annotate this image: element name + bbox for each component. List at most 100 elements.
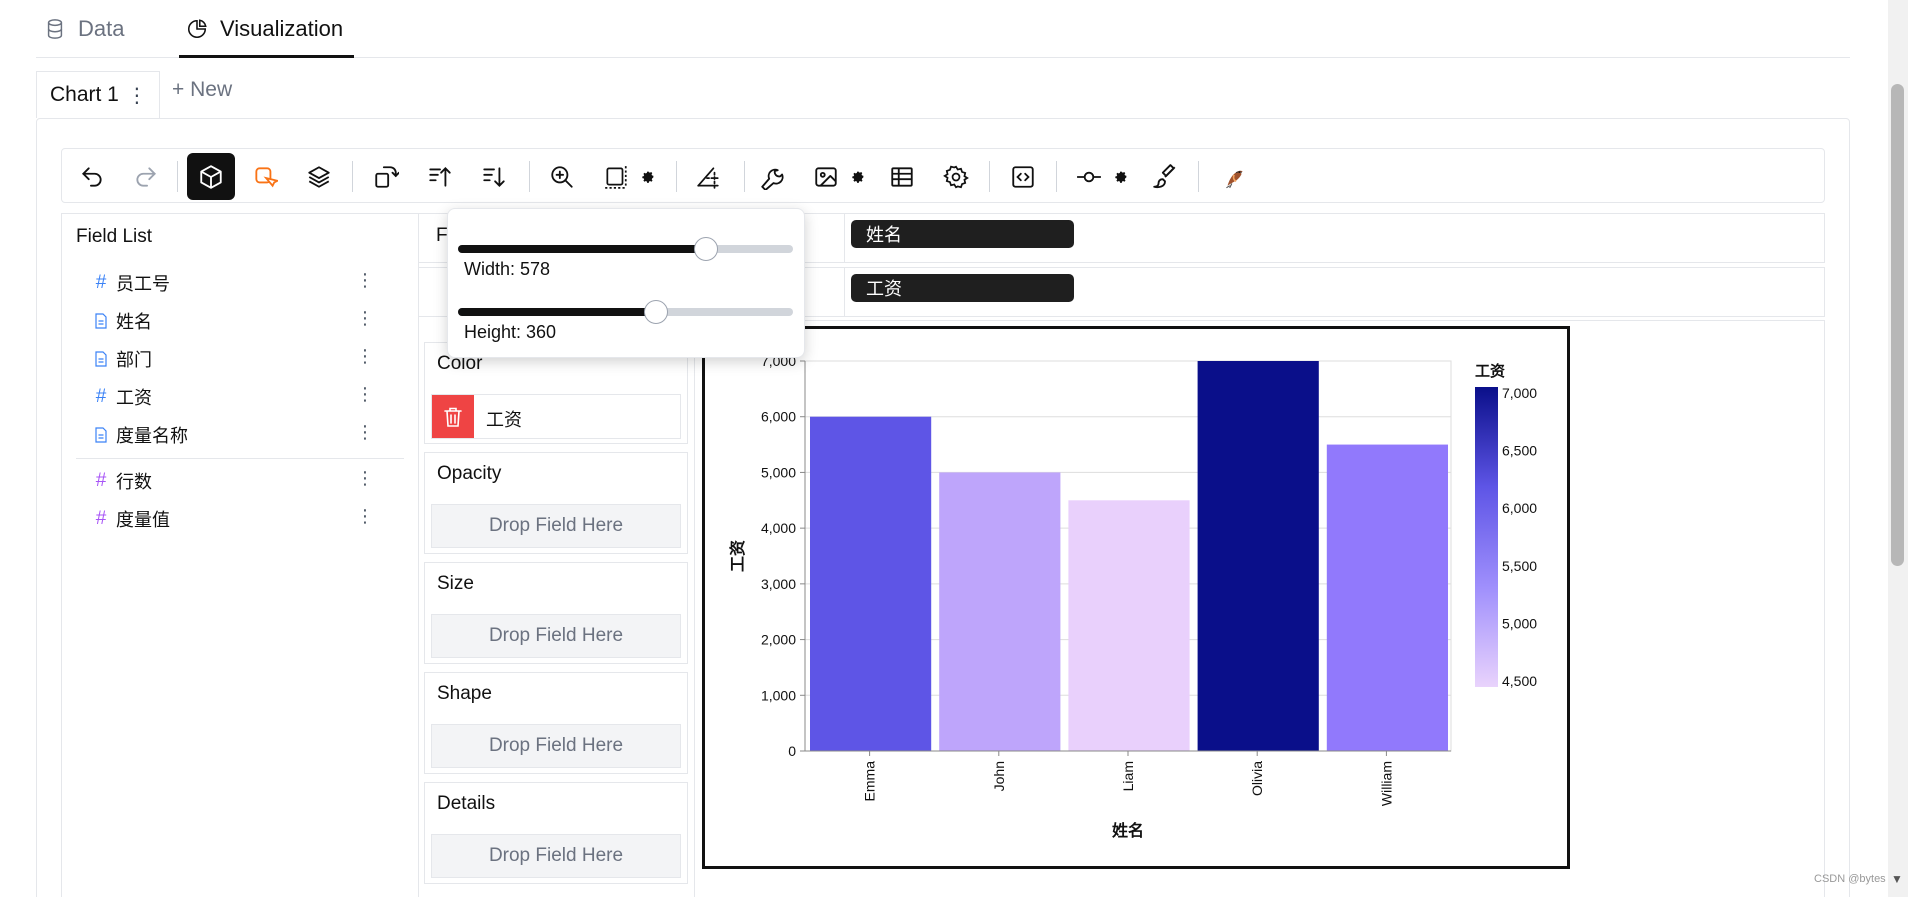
legend-label: 4,500 [1502, 673, 1537, 689]
number-type-icon: # [95, 272, 107, 293]
color-label: Color [437, 353, 483, 374]
toolbar-divider [352, 161, 353, 192]
y-axis-title: 工资 [728, 540, 747, 572]
zoom-in-icon[interactable] [538, 153, 586, 200]
field-menu-icon[interactable]: ⋮ [356, 346, 374, 366]
field-name: 行数 [116, 472, 152, 492]
field-name: 部门 [116, 350, 152, 370]
toolbar-divider [676, 161, 677, 192]
width-slider[interactable] [458, 237, 793, 261]
wrench-icon[interactable] [748, 153, 796, 200]
number-type-icon: # [95, 386, 107, 407]
toolbar-divider [1056, 161, 1057, 192]
field-item-measure-names[interactable]: 度量名称 ⋮ [90, 420, 390, 450]
y-tick-label: 5,000 [761, 464, 796, 480]
color-field-pill[interactable]: 工资 [431, 394, 681, 439]
table-icon[interactable] [878, 153, 926, 200]
tab-data[interactable]: Data [44, 0, 124, 58]
opacity-label: Opacity [437, 463, 502, 484]
database-icon [44, 18, 66, 40]
tab-visualization[interactable]: Visualization [186, 0, 343, 58]
field-item-measure-values[interactable]: # 度量值 ⋮ [90, 504, 390, 534]
field-name: 员工号 [116, 274, 170, 294]
x-axis-shelf [418, 213, 1825, 263]
toolbar-divider [1198, 161, 1199, 192]
field-menu-icon[interactable]: ⋮ [356, 384, 374, 404]
x-field-pill[interactable]: 姓名 [851, 220, 1074, 248]
field-list-panel [61, 213, 419, 897]
redo-icon[interactable] [122, 153, 170, 200]
brush-icon[interactable] [1141, 153, 1189, 200]
shape-drop-zone[interactable]: Drop Field Here [431, 724, 681, 768]
node-settings-icon[interactable] [1112, 165, 1130, 187]
width-slider-thumb[interactable] [693, 237, 718, 261]
transpose-icon[interactable] [362, 153, 410, 200]
legend-label: 5,500 [1502, 558, 1537, 574]
field-name: 度量值 [116, 510, 170, 530]
resize-icon[interactable] [592, 153, 640, 200]
undo-icon[interactable] [68, 153, 116, 200]
field-menu-icon[interactable]: ⋮ [356, 270, 374, 290]
opacity-drop-zone[interactable]: Drop Field Here [431, 504, 681, 548]
x-tick-label: Emma [862, 761, 878, 802]
geometry-icon[interactable] [684, 153, 732, 200]
shape-label: Shape [437, 683, 492, 704]
x-tick-label: Liam [1120, 761, 1136, 791]
bar [1068, 500, 1190, 751]
layers-icon[interactable] [295, 153, 343, 200]
field-menu-icon[interactable]: ⋮ [356, 308, 374, 328]
y-axis-shelf [418, 267, 1825, 317]
code-icon[interactable] [999, 153, 1047, 200]
width-label: Width: 578 [464, 259, 551, 279]
sort-descending-icon[interactable] [470, 153, 518, 200]
field-menu-icon[interactable]: ⋮ [356, 468, 374, 488]
size-drop-zone[interactable]: Drop Field Here [431, 614, 681, 658]
field-item-salary[interactable]: # 工资 ⋮ [90, 382, 390, 412]
toolbar-divider [989, 161, 990, 192]
image-settings-icon[interactable] [849, 165, 867, 187]
bird-logo-icon[interactable] [1210, 153, 1258, 200]
field-menu-icon[interactable]: ⋮ [356, 422, 374, 442]
details-label: Details [437, 793, 496, 814]
mark-select-icon[interactable] [241, 153, 289, 200]
cube-icon[interactable] [187, 153, 235, 200]
height-slider-thumb[interactable] [643, 300, 668, 324]
bar [939, 472, 1061, 751]
image-export-icon[interactable] [802, 153, 850, 200]
y-field-pill[interactable]: 工资 [851, 274, 1074, 302]
sort-ascending-icon[interactable] [416, 153, 464, 200]
tab-visualization-label: Visualization [220, 16, 344, 41]
text-type-icon [90, 313, 112, 329]
field-item-row-count[interactable]: # 行数 ⋮ [90, 466, 390, 496]
tab-divider [36, 57, 1850, 58]
toolbar-divider [177, 161, 178, 192]
resize-settings-icon[interactable] [639, 165, 657, 187]
height-slider[interactable] [458, 300, 793, 324]
number-type-icon: # [95, 508, 107, 529]
legend-label: 6,500 [1502, 443, 1537, 459]
field-menu-icon[interactable]: ⋮ [356, 506, 374, 526]
details-drop-zone[interactable]: Drop Field Here [431, 834, 681, 878]
field-list-title: Field List [76, 226, 153, 247]
y-tick-label: 4,000 [761, 520, 796, 536]
field-item-employee-id[interactable]: # 员工号 ⋮ [90, 268, 390, 298]
x-axis-title: 姓名 [1112, 821, 1144, 840]
field-item-department[interactable]: 部门 ⋮ [90, 344, 390, 374]
gear-icon[interactable] [932, 153, 980, 200]
pie-chart-icon [186, 18, 208, 40]
chart-tab-menu-icon[interactable]: ⋮ [126, 84, 147, 107]
y-tick-label: 3,000 [761, 576, 796, 592]
scroll-down-icon[interactable]: ▼ [1891, 872, 1903, 886]
legend-gradient [1475, 387, 1498, 687]
field-name: 度量名称 [116, 426, 188, 446]
opacity-encoding-box [424, 452, 688, 554]
chart-tab-1[interactable]: Chart 1 ⋮ [36, 71, 160, 118]
bar [810, 416, 932, 751]
field-item-name[interactable]: 姓名 ⋮ [90, 306, 390, 336]
field-name: 工资 [116, 388, 152, 408]
trash-icon[interactable] [432, 395, 474, 438]
commit-node-icon[interactable] [1065, 153, 1113, 200]
scrollbar-thumb[interactable] [1891, 84, 1904, 566]
x-tick-label: Olivia [1249, 761, 1265, 796]
new-chart-button[interactable]: + New [172, 78, 233, 101]
